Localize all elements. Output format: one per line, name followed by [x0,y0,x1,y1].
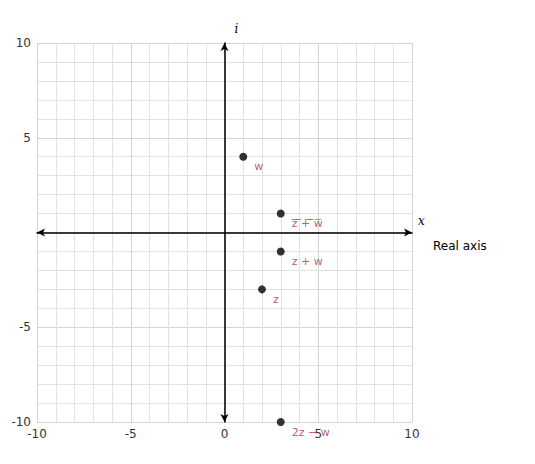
svg-text:w: w [254,160,263,173]
svg-text:z: z [273,293,279,306]
svg-text:-5: -5 [125,427,137,441]
svg-text:2z − w: 2z − w [292,426,330,439]
svg-text:z + w: z + w [292,255,323,268]
svg-text:i: i [235,22,239,36]
svg-text:5: 5 [23,131,31,145]
svg-text:-5: -5 [19,320,31,334]
svg-text:10: 10 [16,36,31,50]
svg-text:z̅ ̅+̅ ̅w̅: z̅ ̅+̅ ̅w̅ [291,217,322,230]
svg-text:10: 10 [404,427,419,441]
svg-text:-10: -10 [27,427,47,441]
svg-text:x: x [418,214,425,228]
svg-text:-10: -10 [11,415,31,429]
svg-text:0: 0 [221,427,229,441]
svg-text:Real axis: Real axis [433,239,487,253]
